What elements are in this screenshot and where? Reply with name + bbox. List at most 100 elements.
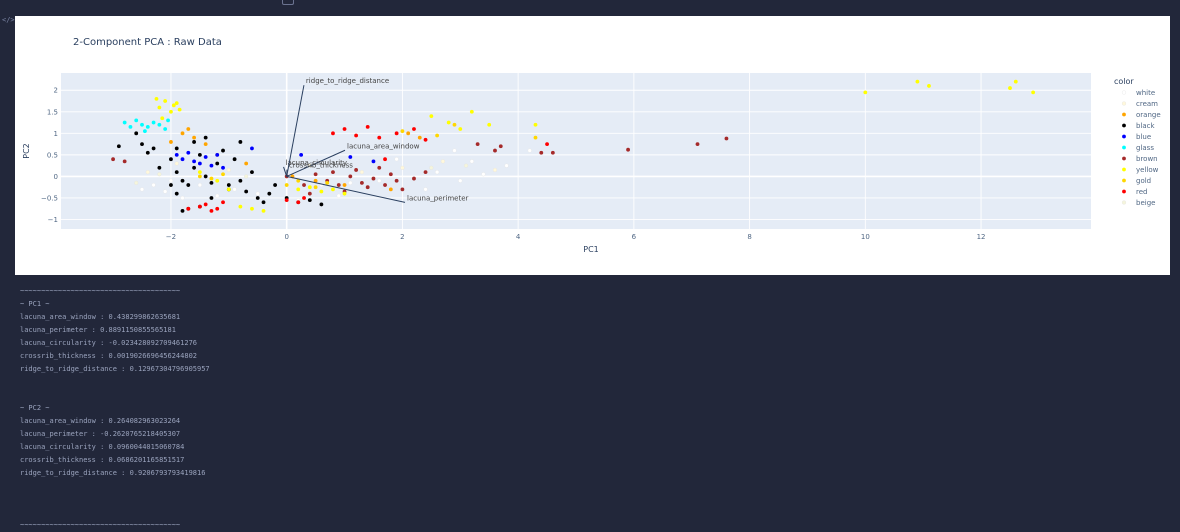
data-point: [181, 157, 185, 161]
data-point: [435, 170, 439, 174]
data-point: [482, 172, 486, 176]
pc2-line: lacuna_area_window : 0.264082963023264: [20, 415, 620, 428]
loading-label: lacuna_perimeter: [407, 194, 468, 202]
legend-marker: [1122, 190, 1126, 194]
data-point: [302, 196, 306, 200]
data-point: [134, 119, 138, 123]
data-point: [395, 131, 399, 135]
data-point: [146, 170, 150, 174]
data-point: [210, 196, 214, 200]
data-point: [140, 123, 144, 127]
pc1-line: crossrib_thickness : 0.00190266964562448…: [20, 350, 620, 363]
data-point: [487, 123, 491, 127]
data-point: [267, 192, 271, 196]
data-point: [221, 200, 225, 204]
data-point: [233, 187, 237, 191]
data-point: [163, 127, 167, 131]
data-point: [348, 181, 352, 185]
legend-title: color: [1114, 77, 1134, 86]
data-point: [169, 140, 173, 144]
data-point: [493, 168, 497, 172]
x-tick-label: 12: [977, 233, 986, 241]
data-point: [395, 179, 399, 183]
x-tick-label: 6: [632, 233, 637, 241]
data-point: [160, 116, 164, 120]
pc2-line: lacuna_perimeter : -0.2620765218405307: [20, 428, 620, 441]
data-point: [210, 181, 214, 185]
data-point: [429, 114, 433, 118]
data-point: [696, 142, 700, 146]
text-output: ~~~~~~~~~~~~~~~~~~~~~~~~~~~~~~~~~~~~~~ ~…: [20, 285, 620, 532]
pc1-line: ridge_to_ridge_distance : 0.129673047969…: [20, 363, 620, 376]
data-point: [314, 172, 318, 176]
data-point: [458, 127, 462, 131]
legend-item-cream: cream: [1136, 100, 1158, 108]
data-point: [534, 123, 538, 127]
data-point: [299, 153, 303, 157]
chart-title: 2-Component PCA : Raw Data: [73, 37, 222, 48]
data-point: [146, 151, 150, 155]
data-point: [534, 136, 538, 140]
data-point: [198, 183, 202, 187]
data-point: [348, 175, 352, 179]
legend-item-orange: orange: [1136, 111, 1161, 119]
data-point: [192, 159, 196, 163]
data-point: [366, 125, 370, 129]
legend-item-black: black: [1136, 122, 1156, 130]
legend-marker: [1122, 179, 1126, 183]
data-point: [551, 151, 555, 155]
data-point: [175, 170, 179, 174]
data-point: [354, 168, 358, 172]
y-tick-label: 0.5: [47, 151, 58, 159]
legend-marker: [1122, 157, 1126, 161]
data-point: [319, 190, 323, 194]
data-point: [117, 144, 121, 148]
legend-item-red: red: [1136, 188, 1147, 196]
data-point: [111, 157, 115, 161]
y-tick-label: 1.5: [47, 108, 58, 116]
data-point: [157, 166, 161, 170]
data-point: [198, 153, 202, 157]
data-point: [157, 172, 161, 176]
data-point: [157, 123, 161, 127]
legend-marker: [1122, 113, 1126, 117]
data-point: [198, 170, 202, 174]
data-point: [539, 151, 543, 155]
y-tick-label: 2: [54, 87, 58, 95]
legend-marker: [1122, 146, 1126, 150]
data-point: [256, 196, 260, 200]
data-point: [210, 177, 214, 181]
data-point: [331, 170, 335, 174]
copy-icon[interactable]: [282, 0, 294, 5]
data-point: [215, 153, 219, 157]
data-point: [360, 170, 364, 174]
data-point: [227, 168, 231, 172]
data-point: [186, 151, 190, 155]
data-point: [210, 164, 214, 168]
data-point: [331, 187, 335, 191]
data-point: [181, 209, 185, 213]
x-tick-label: −2: [166, 233, 176, 241]
data-point: [429, 166, 433, 170]
data-point: [441, 159, 445, 163]
data-point: [331, 131, 335, 135]
data-point: [169, 179, 173, 183]
data-point: [163, 190, 167, 194]
data-point: [424, 170, 428, 174]
data-point: [916, 80, 920, 84]
data-point: [175, 192, 179, 196]
data-point: [198, 205, 202, 209]
x-tick-label: 8: [747, 233, 751, 241]
data-point: [169, 110, 173, 114]
data-point: [424, 187, 428, 191]
data-point: [198, 162, 202, 166]
data-point: [453, 123, 457, 127]
data-point: [360, 181, 364, 185]
y-axis-label: PC2: [22, 143, 31, 159]
data-point: [204, 136, 208, 140]
data-point: [314, 185, 318, 189]
data-point: [244, 175, 248, 179]
pc2-heading: ~ PC2 ~: [20, 402, 620, 415]
data-point: [406, 131, 410, 135]
pc2-line: ridge_to_ridge_distance : 0.920679379341…: [20, 467, 620, 480]
